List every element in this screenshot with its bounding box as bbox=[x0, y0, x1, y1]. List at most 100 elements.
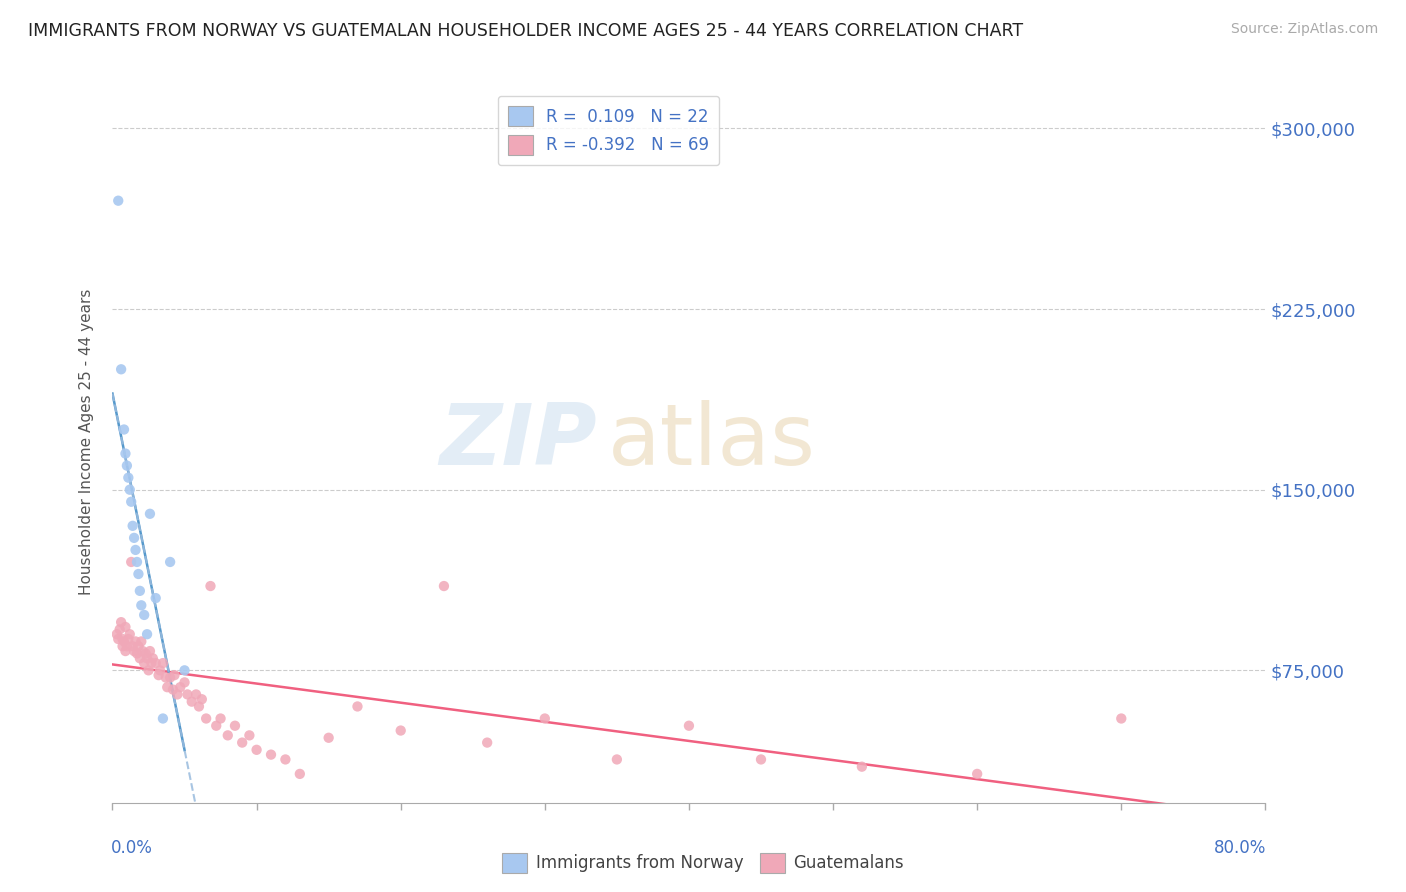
Point bbox=[191, 692, 214, 706]
Point bbox=[108, 623, 131, 637]
Point bbox=[749, 752, 772, 766]
Text: ZIP: ZIP bbox=[439, 400, 596, 483]
Point bbox=[107, 632, 129, 646]
Point bbox=[139, 507, 162, 521]
Point bbox=[134, 656, 156, 670]
Text: Source: ZipAtlas.com: Source: ZipAtlas.com bbox=[1230, 22, 1378, 37]
Point bbox=[173, 664, 195, 678]
Point bbox=[115, 639, 138, 653]
Point bbox=[195, 712, 218, 726]
Point bbox=[120, 494, 142, 508]
Text: 0.0%: 0.0% bbox=[111, 839, 153, 857]
Point bbox=[141, 656, 163, 670]
Point bbox=[288, 767, 311, 781]
Legend: Immigrants from Norway, Guatemalans: Immigrants from Norway, Guatemalans bbox=[495, 847, 911, 880]
Point bbox=[260, 747, 283, 762]
Point bbox=[129, 634, 153, 648]
Text: atlas: atlas bbox=[609, 400, 817, 483]
Point bbox=[155, 671, 177, 685]
Point bbox=[110, 615, 132, 630]
Point bbox=[1111, 712, 1133, 726]
Point bbox=[121, 519, 143, 533]
Point bbox=[156, 680, 179, 694]
Point bbox=[162, 682, 184, 697]
Point bbox=[184, 687, 207, 701]
Point bbox=[122, 644, 145, 658]
Point bbox=[122, 531, 145, 545]
Point bbox=[209, 712, 232, 726]
Point bbox=[125, 555, 148, 569]
Point bbox=[124, 634, 146, 648]
Legend: R =  0.109   N = 22, R = -0.392   N = 69: R = 0.109 N = 22, R = -0.392 N = 69 bbox=[498, 95, 718, 165]
Point bbox=[107, 194, 129, 208]
Point bbox=[159, 555, 181, 569]
Point bbox=[129, 599, 153, 613]
Point bbox=[114, 446, 136, 460]
Point bbox=[111, 632, 134, 646]
Point bbox=[136, 627, 159, 641]
Point bbox=[124, 542, 146, 557]
Point bbox=[120, 555, 142, 569]
Point bbox=[117, 632, 139, 646]
Point bbox=[606, 752, 628, 766]
Point bbox=[132, 644, 155, 658]
Point bbox=[118, 627, 141, 641]
Point bbox=[318, 731, 340, 745]
Point bbox=[433, 579, 456, 593]
Point bbox=[534, 712, 557, 726]
Point bbox=[125, 647, 148, 661]
Point bbox=[173, 675, 195, 690]
Point bbox=[114, 644, 136, 658]
Point bbox=[128, 583, 150, 598]
Point bbox=[152, 656, 174, 670]
Point bbox=[159, 671, 181, 685]
Point bbox=[105, 627, 128, 641]
Point bbox=[112, 634, 135, 648]
Point bbox=[238, 728, 260, 742]
Point bbox=[139, 644, 162, 658]
Point bbox=[145, 591, 167, 606]
Point bbox=[851, 760, 873, 774]
Point bbox=[176, 687, 198, 701]
Point bbox=[678, 719, 700, 733]
Point bbox=[136, 651, 159, 665]
Point bbox=[180, 695, 202, 709]
Y-axis label: Householder Income Ages 25 - 44 years: Householder Income Ages 25 - 44 years bbox=[79, 288, 94, 595]
Point bbox=[112, 423, 135, 437]
Point bbox=[128, 651, 150, 665]
Point bbox=[231, 735, 253, 749]
Point bbox=[134, 607, 156, 622]
Point bbox=[166, 687, 188, 701]
Point bbox=[246, 743, 269, 757]
Point bbox=[205, 719, 228, 733]
Point bbox=[149, 664, 172, 678]
Point bbox=[389, 723, 412, 738]
Point bbox=[117, 471, 139, 485]
Point bbox=[152, 712, 174, 726]
Point bbox=[224, 719, 246, 733]
Point bbox=[121, 639, 143, 653]
Point bbox=[148, 668, 170, 682]
Point bbox=[127, 567, 149, 582]
Point bbox=[118, 483, 141, 497]
Point bbox=[475, 735, 499, 749]
Point bbox=[142, 651, 165, 665]
Point bbox=[966, 767, 988, 781]
Point bbox=[114, 620, 136, 634]
Point bbox=[135, 647, 157, 661]
Point bbox=[200, 579, 222, 593]
Point bbox=[138, 664, 160, 678]
Point bbox=[188, 699, 211, 714]
Text: IMMIGRANTS FROM NORWAY VS GUATEMALAN HOUSEHOLDER INCOME AGES 25 - 44 YEARS CORRE: IMMIGRANTS FROM NORWAY VS GUATEMALAN HOU… bbox=[28, 22, 1024, 40]
Point bbox=[274, 752, 297, 766]
Point bbox=[111, 639, 134, 653]
Point bbox=[346, 699, 368, 714]
Point bbox=[110, 362, 132, 376]
Point bbox=[145, 656, 167, 670]
Point bbox=[127, 639, 149, 653]
Point bbox=[169, 680, 191, 694]
Point bbox=[115, 458, 138, 473]
Text: 80.0%: 80.0% bbox=[1215, 839, 1267, 857]
Point bbox=[163, 668, 186, 682]
Point bbox=[217, 728, 239, 742]
